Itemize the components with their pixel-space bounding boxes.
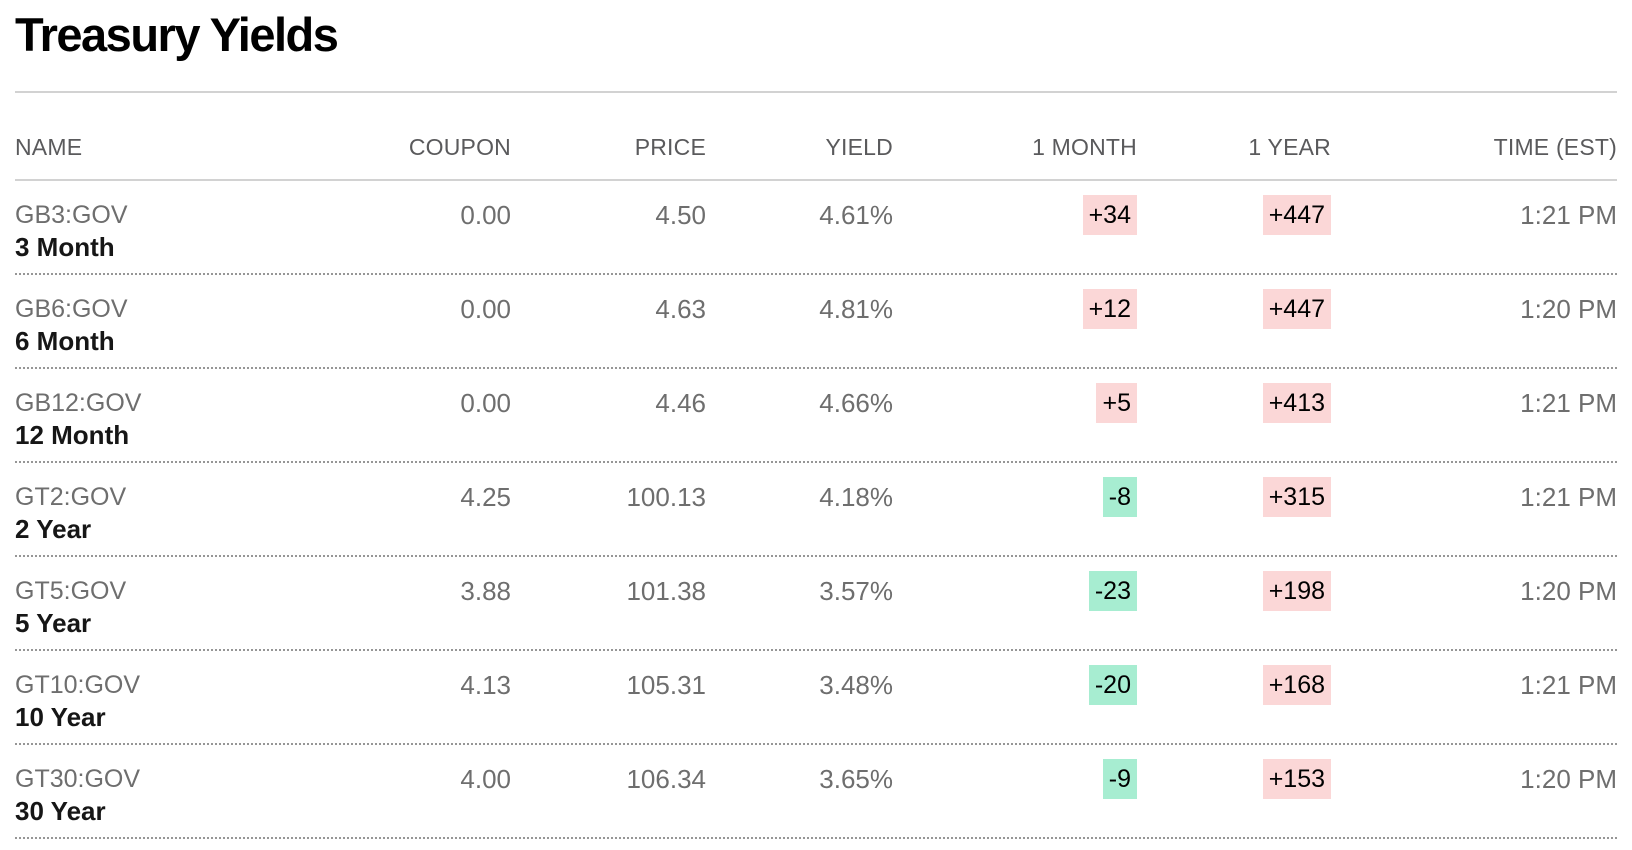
one-year-cell: +168	[1137, 665, 1331, 705]
table-row: GT30:GOV 30 Year 4.00 106.34 3.65% -9 +1…	[15, 745, 1617, 839]
one-month-change-badge: -9	[1102, 759, 1137, 799]
time-value: 1:21 PM	[1520, 200, 1617, 230]
coupon-value: 0.00	[460, 388, 511, 418]
security-ticker-link[interactable]: GT10:GOV	[15, 671, 141, 699]
security-tenor: 5 Year	[15, 608, 92, 638]
one-month-change-badge: -8	[1102, 477, 1137, 517]
one-year-change-badge: +315	[1262, 477, 1331, 517]
name-cell: GB3:GOV 3 Month	[15, 199, 345, 263]
table-row: GB12:GOV 12 Month 0.00 4.46 4.66% +5 +41…	[15, 369, 1617, 463]
one-month-cell: -23	[893, 571, 1137, 611]
name-cell: GT2:GOV 2 Year	[15, 481, 345, 545]
one-year-cell: +447	[1137, 289, 1331, 329]
yield-value: 3.57%	[819, 576, 893, 606]
table-header-row: NAME COUPON PRICE YIELD 1 MONTH 1 YEAR T…	[15, 93, 1617, 181]
coupon-value: 4.13	[460, 670, 511, 700]
security-tenor: 2 Year	[15, 514, 92, 544]
security-ticker-link[interactable]: GB3:GOV	[15, 201, 128, 229]
price-value: 4.50	[655, 200, 706, 230]
security-tenor: 10 Year	[15, 702, 106, 732]
column-header-name: NAME	[15, 133, 83, 160]
one-month-cell: -20	[893, 665, 1137, 705]
yield-value: 4.81%	[819, 294, 893, 324]
one-year-cell: +447	[1137, 195, 1331, 235]
price-value: 100.13	[626, 482, 706, 512]
one-month-change-badge: -23	[1088, 571, 1137, 611]
one-year-cell: +413	[1137, 383, 1331, 423]
yield-value: 4.61%	[819, 200, 893, 230]
security-tenor: 12 Month	[15, 420, 130, 450]
price-value: 101.38	[626, 576, 706, 606]
security-ticker-link[interactable]: GT30:GOV	[15, 765, 141, 793]
time-value: 1:20 PM	[1520, 576, 1617, 606]
security-ticker-link[interactable]: GB6:GOV	[15, 295, 128, 323]
one-year-change-badge: +198	[1262, 571, 1331, 611]
security-ticker-link[interactable]: GT2:GOV	[15, 483, 127, 511]
column-header-time: TIME (EST)	[1493, 133, 1617, 160]
one-month-change-badge: +34	[1082, 195, 1137, 235]
security-ticker-link[interactable]: GT5:GOV	[15, 577, 127, 605]
column-header-1-month: 1 MONTH	[1032, 133, 1137, 160]
coupon-value: 3.88	[460, 576, 511, 606]
one-year-cell: +153	[1137, 759, 1331, 799]
column-header-price: PRICE	[634, 133, 706, 160]
price-value: 106.34	[626, 764, 706, 794]
time-value: 1:21 PM	[1520, 388, 1617, 418]
yield-value: 3.48%	[819, 670, 893, 700]
price-value: 105.31	[626, 670, 706, 700]
yield-value: 4.18%	[819, 482, 893, 512]
name-cell: GB12:GOV 12 Month	[15, 387, 345, 451]
column-header-coupon: COUPON	[408, 133, 511, 160]
name-cell: GT10:GOV 10 Year	[15, 669, 345, 733]
table-row: GT5:GOV 5 Year 3.88 101.38 3.57% -23 +19…	[15, 557, 1617, 651]
coupon-value: 4.00	[460, 764, 511, 794]
yield-value: 3.65%	[819, 764, 893, 794]
coupon-value: 0.00	[460, 200, 511, 230]
one-month-cell: -9	[893, 759, 1137, 799]
one-year-change-badge: +153	[1262, 759, 1331, 799]
price-value: 4.63	[655, 294, 706, 324]
time-value: 1:21 PM	[1520, 670, 1617, 700]
one-year-cell: +315	[1137, 477, 1331, 517]
one-year-change-badge: +447	[1262, 289, 1331, 329]
security-tenor: 6 Month	[15, 326, 115, 356]
one-month-cell: -8	[893, 477, 1137, 517]
table-row: GB6:GOV 6 Month 0.00 4.63 4.81% +12 +447…	[15, 275, 1617, 369]
time-value: 1:20 PM	[1520, 764, 1617, 794]
page-title: Treasury Yields	[15, 8, 339, 61]
time-value: 1:20 PM	[1520, 294, 1617, 324]
security-ticker-link[interactable]: GB12:GOV	[15, 389, 142, 417]
one-month-cell: +5	[893, 383, 1137, 423]
name-cell: GT5:GOV 5 Year	[15, 575, 345, 639]
name-cell: GB6:GOV 6 Month	[15, 293, 345, 357]
table-row: GT2:GOV 2 Year 4.25 100.13 4.18% -8 +315…	[15, 463, 1617, 557]
name-cell: GT30:GOV 30 Year	[15, 763, 345, 827]
one-month-cell: +34	[893, 195, 1137, 235]
price-value: 4.46	[655, 388, 706, 418]
security-tenor: 3 Month	[15, 232, 115, 262]
column-header-1-year: 1 YEAR	[1248, 133, 1331, 160]
coupon-value: 4.25	[460, 482, 511, 512]
coupon-value: 0.00	[460, 294, 511, 324]
time-value: 1:21 PM	[1520, 482, 1617, 512]
one-month-cell: +12	[893, 289, 1137, 329]
table-row: GT10:GOV 10 Year 4.13 105.31 3.48% -20 +…	[15, 651, 1617, 745]
one-month-change-badge: -20	[1088, 665, 1137, 705]
security-tenor: 30 Year	[15, 796, 106, 826]
one-year-change-badge: +168	[1262, 665, 1331, 705]
title-block: Treasury Yields	[15, 0, 1617, 93]
column-header-yield: YIELD	[825, 133, 893, 160]
yield-value: 4.66%	[819, 388, 893, 418]
one-month-change-badge: +12	[1082, 289, 1137, 329]
one-year-cell: +198	[1137, 571, 1331, 611]
table-row: GB3:GOV 3 Month 0.00 4.50 4.61% +34 +447…	[15, 181, 1617, 275]
one-month-change-badge: +5	[1096, 383, 1137, 423]
one-year-change-badge: +413	[1262, 383, 1331, 423]
treasury-yields-table: NAME COUPON PRICE YIELD 1 MONTH 1 YEAR T…	[15, 93, 1617, 839]
one-year-change-badge: +447	[1262, 195, 1331, 235]
